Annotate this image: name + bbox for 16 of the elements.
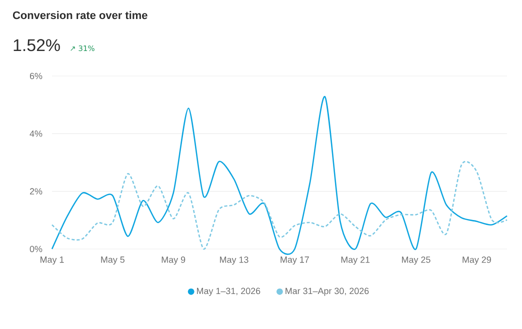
y-tick-label: 4% xyxy=(30,130,42,137)
y-tick-label: 0% xyxy=(30,246,42,252)
chart-title: Conversion rate over time xyxy=(12,11,148,20)
x-tick-label: May 1 xyxy=(40,256,64,265)
x-tick-label: May 25 xyxy=(402,256,430,265)
y-tick-label: 6% xyxy=(30,72,42,80)
x-tick-label: May 29 xyxy=(462,256,491,265)
legend-label: May 1–31, 2026 xyxy=(196,288,260,296)
x-tick-label: May 21 xyxy=(341,256,370,265)
x-tick-label: May 17 xyxy=(280,256,309,265)
legend-label: Mar 31–Apr 30, 2026 xyxy=(286,288,369,296)
text: 1.52% xyxy=(14,39,60,52)
x-tick-label: May 13 xyxy=(220,256,248,265)
x-tick-label: May 9 xyxy=(162,256,186,265)
y-tick-label: 2% xyxy=(30,188,42,194)
x-tick-label: May 5 xyxy=(101,256,124,265)
